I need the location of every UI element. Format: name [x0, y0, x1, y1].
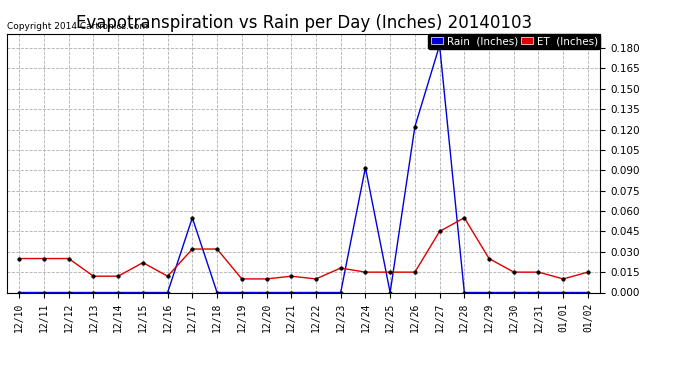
- Text: Copyright 2014 Cartronics.com: Copyright 2014 Cartronics.com: [8, 22, 148, 31]
- Legend: Rain  (Inches), ET  (Inches): Rain (Inches), ET (Inches): [428, 34, 600, 49]
- Title: Evapotranspiration vs Rain per Day (Inches) 20140103: Evapotranspiration vs Rain per Day (Inch…: [75, 14, 532, 32]
